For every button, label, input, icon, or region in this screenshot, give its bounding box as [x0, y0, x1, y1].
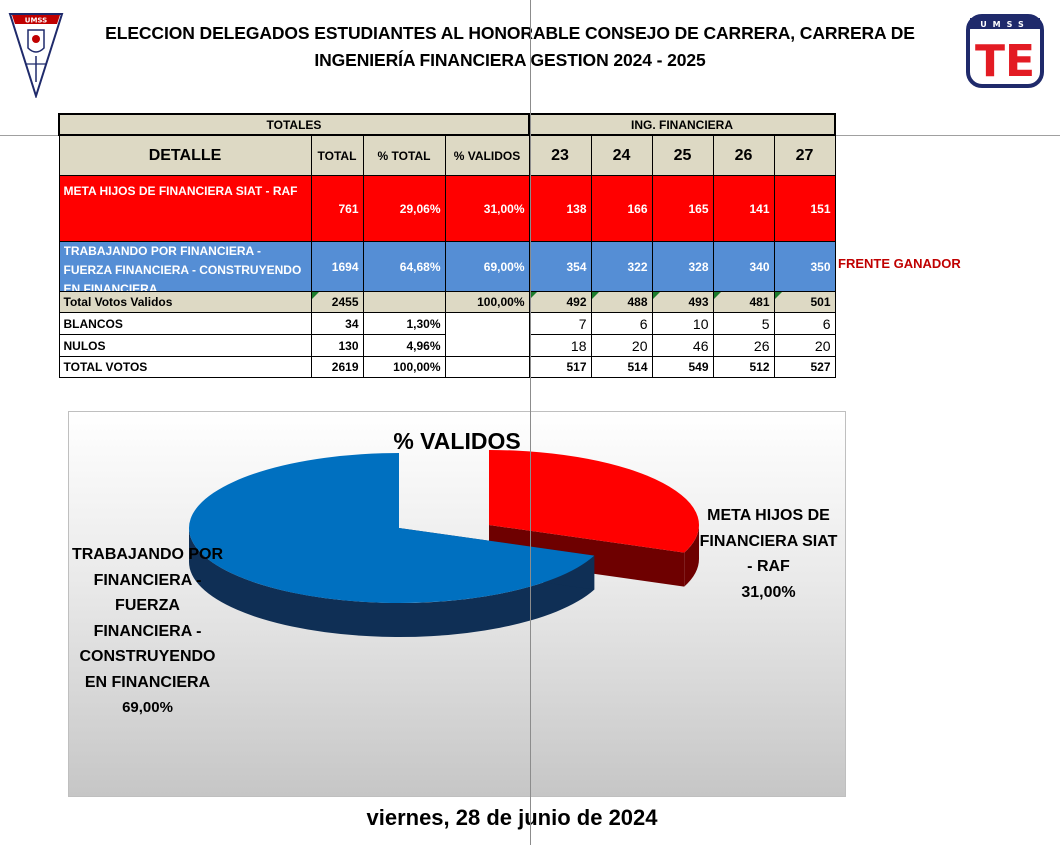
cell-mesa: 5 — [712, 312, 775, 335]
cell-mesa: 512 — [712, 356, 775, 378]
col-header-pct-validos: % VALIDOS — [444, 134, 530, 176]
row-label: Total Votos Validos — [58, 291, 312, 313]
cell-mesa: 20 — [773, 334, 836, 357]
cell-pct-validos — [444, 312, 530, 357]
row-label: TRABAJANDO POR FINANCIERA - FUERZA FINAN… — [58, 241, 312, 292]
cell-pct-validos: 69,00% — [444, 241, 530, 292]
cell-mesa: 517 — [528, 356, 592, 378]
cell-mesa: 488 — [590, 291, 653, 313]
cell-total: 130 — [310, 334, 364, 357]
pie-chart — [189, 450, 699, 638]
slice-label-meta: META HIJOS DE FINANCIERA SIAT - RAF 31,0… — [696, 503, 841, 605]
cell-mesa: 138 — [528, 175, 592, 242]
cell-pct-total: 100,00% — [362, 356, 446, 378]
cell-pct-validos: 100,00% — [444, 291, 530, 313]
cell-mesa: 514 — [590, 356, 653, 378]
cell-mesa: 549 — [651, 356, 714, 378]
cell-mesa: 166 — [590, 175, 653, 242]
cell-pct-total: 1,30% — [362, 312, 446, 335]
cell-total: 34 — [310, 312, 364, 335]
row-label: TOTAL VOTOS — [58, 356, 312, 378]
page-title: ELECCION DELEGADOS ESTUDIANTES AL HONORA… — [60, 20, 960, 74]
cell-mesa: 6 — [590, 312, 653, 335]
cell-mesa: 350 — [773, 241, 836, 292]
row-label: META HIJOS DE FINANCIERA SIAT - RAF — [58, 175, 312, 242]
table-row: BLANCOS 34 1,30% 7 6 10 5 6 — [58, 312, 836, 357]
cell-mesa: 354 — [528, 241, 592, 292]
row-label: NULOS — [58, 334, 312, 357]
winner-note: FRENTE GANADOR — [838, 256, 961, 271]
slice-label-meta-name: META HIJOS DE FINANCIERA SIAT - RAF — [699, 507, 838, 575]
cell-mesa: 527 — [773, 356, 836, 378]
cell-mesa: 165 — [651, 175, 714, 242]
results-table: TOTALES ING. FINANCIERA DETALLE TOTAL % … — [58, 113, 836, 378]
cell-mesa: 481 — [712, 291, 775, 313]
cell-total: 761 — [310, 175, 364, 242]
slice-label-trabajando-value: 69,00% — [122, 699, 173, 716]
group-header-totales: TOTALES — [58, 113, 530, 136]
cell-mesa: 151 — [773, 175, 836, 242]
cell-mesa: 10 — [651, 312, 714, 335]
table-row: NULOS 130 4,96% 18 20 46 26 20 — [58, 334, 836, 357]
cell-total: 2619 — [310, 356, 364, 378]
pie-slice-trabajando-side — [189, 528, 595, 638]
slice-label-trabajando-name: TRABAJANDO POR FINANCIERA - FUERZA FINAN… — [71, 546, 224, 691]
chart-title: % VALIDOS — [393, 428, 521, 454]
row-label: BLANCOS — [58, 312, 312, 335]
group-header-carrera: ING. FINANCIERA — [528, 113, 836, 136]
cell-mesa: 493 — [651, 291, 714, 313]
cell-mesa: 340 — [712, 241, 775, 292]
cell-pct-total: 64,68% — [362, 241, 446, 292]
col-header-mesa-23: 23 — [528, 134, 592, 176]
cell-total: 1694 — [310, 241, 364, 292]
pie-chart-area: % VALIDOS META HIJOS DE FINANCIERA SIAT … — [68, 411, 846, 797]
pie-slice-trabajando-top — [189, 453, 595, 603]
cell-mesa: 322 — [590, 241, 653, 292]
right-logo-text: UMSS — [980, 20, 1030, 29]
cell-pct-validos — [444, 356, 530, 378]
cell-mesa: 6 — [773, 312, 836, 335]
cell-mesa: 7 — [528, 312, 592, 335]
cell-mesa: 46 — [651, 334, 714, 357]
title-line-2: INGENIERÍA FINANCIERA GESTION 2024 - 202… — [314, 50, 706, 70]
cell-mesa: 492 — [528, 291, 592, 313]
cell-mesa: 141 — [712, 175, 775, 242]
cell-mesa: 20 — [590, 334, 653, 357]
pie-slice-meta-top — [489, 450, 699, 553]
slice-label-meta-value: 31,00% — [741, 583, 796, 601]
right-logo-letters: TE — [975, 36, 1035, 87]
cell-total: 2455 — [310, 291, 364, 313]
col-header-mesa-27: 27 — [773, 134, 836, 176]
col-header-mesa-25: 25 — [651, 134, 714, 176]
cell-mesa: 501 — [773, 291, 836, 313]
col-header-mesa-24: 24 — [590, 134, 653, 176]
cell-mesa: 18 — [528, 334, 592, 357]
cell-mesa: 328 — [651, 241, 714, 292]
cell-pct-total — [362, 291, 446, 313]
col-header-pct-total: % TOTAL — [362, 134, 446, 176]
col-header-detalle: DETALLE — [58, 134, 312, 176]
col-header-mesa-26: 26 — [712, 134, 775, 176]
slice-label-trabajando: TRABAJANDO POR FINANCIERA - FUERZA FINAN… — [69, 542, 226, 721]
cell-mesa: 26 — [712, 334, 775, 357]
cell-pct-total: 4,96% — [362, 334, 446, 357]
te-logo: UMSS TE — [966, 14, 1044, 88]
table-row: Total Votos Validos 2455 100,00% 492 488… — [58, 291, 836, 313]
table-row: TOTAL VOTOS 2619 100,00% 517 514 549 512… — [58, 356, 836, 378]
title-line-1: ELECCION DELEGADOS ESTUDIANTES AL HONORA… — [105, 23, 915, 43]
pie-slice-meta-side — [684, 525, 699, 587]
cell-pct-total: 29,06% — [362, 175, 446, 242]
left-logo-text: UMSS — [25, 17, 47, 25]
report-date: viernes, 28 de junio de 2024 — [366, 805, 658, 830]
cell-pct-validos: 31,00% — [444, 175, 530, 242]
table-row: TRABAJANDO POR FINANCIERA - FUERZA FINAN… — [58, 241, 836, 292]
table-row: META HIJOS DE FINANCIERA SIAT - RAF 761 … — [58, 175, 836, 242]
umss-shield-logo: UMSS — [8, 13, 64, 98]
col-header-total: TOTAL — [310, 134, 364, 176]
